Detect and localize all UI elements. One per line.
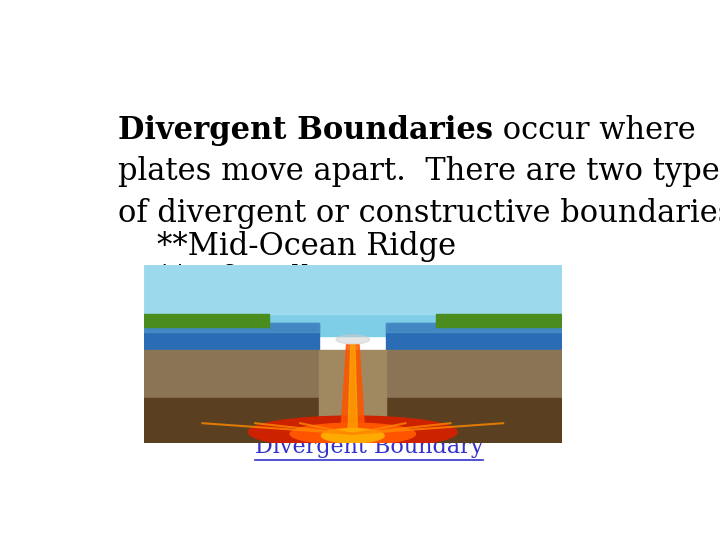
Polygon shape bbox=[320, 350, 353, 443]
Ellipse shape bbox=[248, 416, 457, 448]
Text: Divergent Boundary: Divergent Boundary bbox=[255, 436, 483, 458]
Bar bbox=[144, 323, 320, 350]
Bar bbox=[436, 314, 562, 327]
Ellipse shape bbox=[336, 335, 369, 344]
Ellipse shape bbox=[290, 423, 415, 444]
Text: occur where: occur where bbox=[493, 114, 696, 146]
Bar bbox=[144, 265, 562, 314]
Bar bbox=[386, 323, 562, 350]
Text: of divergent or constructive boundaries:: of divergent or constructive boundaries: bbox=[118, 198, 720, 229]
Bar bbox=[386, 323, 562, 332]
Bar bbox=[144, 265, 562, 336]
Bar bbox=[144, 323, 320, 332]
Text: **Rift Valley: **Rift Valley bbox=[118, 265, 346, 295]
Polygon shape bbox=[144, 399, 320, 443]
Text: **Mid-Ocean Ridge: **Mid-Ocean Ridge bbox=[118, 231, 456, 262]
Polygon shape bbox=[353, 350, 386, 443]
Polygon shape bbox=[386, 350, 562, 443]
Text: plates move apart.  There are two types: plates move apart. There are two types bbox=[118, 156, 720, 187]
Bar bbox=[144, 314, 269, 327]
Polygon shape bbox=[341, 345, 365, 443]
Polygon shape bbox=[348, 345, 358, 443]
Polygon shape bbox=[144, 350, 320, 443]
Ellipse shape bbox=[322, 429, 384, 443]
Text: Divergent Boundaries: Divergent Boundaries bbox=[118, 114, 493, 146]
Polygon shape bbox=[386, 399, 562, 443]
